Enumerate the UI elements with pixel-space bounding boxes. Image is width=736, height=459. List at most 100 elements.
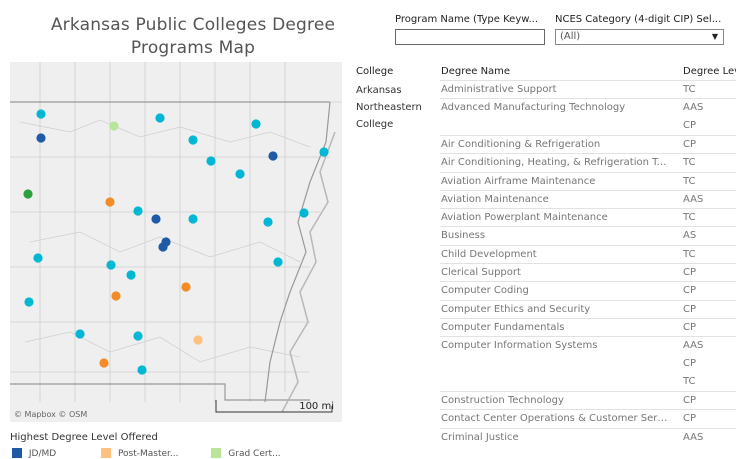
college-point[interactable] xyxy=(268,151,278,161)
degree-level-cell: TC xyxy=(683,157,696,169)
table-row[interactable]: Advanced Manufacturing Technology AAS xyxy=(440,98,736,117)
column-header-college[interactable]: College xyxy=(356,66,394,77)
degree-level-cell: CP xyxy=(683,395,697,407)
scale-bar xyxy=(215,400,333,413)
college-point[interactable] xyxy=(161,237,171,247)
degree-name-cell: Criminal Justice xyxy=(441,431,519,443)
college-point[interactable] xyxy=(155,113,165,123)
legend-title: Highest Degree Level Offered xyxy=(10,432,158,443)
table-row[interactable]: Aviation Powerplant Maintenance TC xyxy=(440,208,736,227)
legend[interactable]: JD/MD Post-Master... Grad Cert... xyxy=(12,448,281,459)
college-point[interactable] xyxy=(106,260,116,270)
college-point[interactable] xyxy=(235,169,245,179)
college-point[interactable] xyxy=(24,297,34,307)
arkansas-map[interactable]: © Mapbox © OSM 100 mi xyxy=(10,62,342,422)
college-point[interactable] xyxy=(133,206,143,216)
college-point[interactable] xyxy=(151,214,161,224)
table-row[interactable]: TC xyxy=(440,373,736,391)
table-row[interactable]: Computer Ethics and Security CP xyxy=(440,299,736,319)
program-name-input[interactable] xyxy=(395,29,545,45)
degree-name-cell: Air Conditioning, Heating, & Refrigerati… xyxy=(441,157,669,169)
nces-category-filter-label: NCES Category (4-digit CIP) Sel... xyxy=(555,14,722,25)
chevron-down-icon: ▼ xyxy=(711,32,718,41)
dashboard-title: Arkansas Public Colleges Degree Programs… xyxy=(50,15,336,58)
college-point[interactable] xyxy=(105,197,115,207)
scale-label: 100 mi xyxy=(299,401,334,412)
degree-name-cell: Aviation Maintenance xyxy=(441,193,549,205)
table-row[interactable]: Clerical Support CP xyxy=(440,263,736,282)
college-point[interactable] xyxy=(99,358,109,368)
college-point[interactable] xyxy=(126,270,136,280)
map-canvas xyxy=(10,62,342,413)
column-header-degree-name[interactable]: Degree Name xyxy=(441,66,511,77)
college-point[interactable] xyxy=(251,119,261,129)
table-row[interactable]: Computer Coding CP xyxy=(440,281,736,300)
college-point[interactable] xyxy=(133,331,143,341)
degree-name-cell: Air Conditioning & Refrigeration xyxy=(441,138,601,150)
college-point[interactable] xyxy=(181,282,191,292)
nces-category-selected-value: (All) xyxy=(560,31,581,42)
college-point[interactable] xyxy=(206,156,216,166)
county-lines xyxy=(10,62,342,402)
degree-level-cell: CP xyxy=(683,138,697,150)
state-borders xyxy=(10,101,331,403)
degree-level-cell: CP xyxy=(683,413,697,425)
degree-name-cell: Aviation Powerplant Maintenance xyxy=(441,212,608,224)
college-point[interactable] xyxy=(319,147,329,157)
column-header-degree-level[interactable]: Degree Level xyxy=(683,66,736,77)
table-row[interactable]: Business AS xyxy=(440,226,736,245)
degree-name-cell: Administrative Support xyxy=(441,84,557,95)
degree-name-cell: Computer Ethics and Security xyxy=(441,303,591,315)
table-row[interactable]: Computer Information Systems AAS xyxy=(440,336,736,355)
college-point[interactable] xyxy=(75,329,85,339)
degree-table[interactable]: College Degree Name Degree Level Arkansa… xyxy=(352,62,736,454)
college-point[interactable] xyxy=(137,365,147,375)
table-row[interactable]: Air Conditioning, Heating, & Refrigerati… xyxy=(440,153,736,172)
degree-level-cell: TC xyxy=(683,212,696,224)
degree-level-cell: AAS xyxy=(683,102,704,114)
table-row[interactable]: Criminal Justice AAS xyxy=(440,427,736,447)
degree-level-cell: AAS xyxy=(683,431,704,443)
degree-name-cell: Clerical Support xyxy=(441,267,521,278)
college-point[interactable] xyxy=(33,253,43,263)
degree-name-cell: Contact Center Operations & Customer Ser… xyxy=(441,413,669,425)
mississippi-river xyxy=(281,131,336,413)
table-row[interactable]: Child Development TC xyxy=(440,244,736,264)
college-point[interactable] xyxy=(36,133,46,143)
map-attribution[interactable]: © Mapbox © OSM xyxy=(14,410,88,419)
degree-level-cell: AS xyxy=(683,230,697,242)
table-row[interactable]: Administrative Support TC xyxy=(440,80,736,99)
table-row[interactable]: CP xyxy=(440,117,736,135)
college-point[interactable] xyxy=(263,217,273,227)
table-row[interactable]: Air Conditioning & Refrigeration CP xyxy=(440,134,736,154)
college-point[interactable] xyxy=(299,208,309,218)
college-point[interactable] xyxy=(273,257,283,267)
college-point[interactable] xyxy=(188,135,198,145)
nces-category-select[interactable]: (All) ▼ xyxy=(555,29,724,45)
degree-level-cell: TC xyxy=(683,248,696,260)
table-row[interactable]: Construction Technology CP xyxy=(440,391,736,410)
degree-name-cell: Business xyxy=(441,230,486,242)
college-point[interactable] xyxy=(23,189,33,199)
legend-swatch-grad-cert xyxy=(211,448,222,458)
table-row[interactable]: Contact Center Operations & Customer Ser… xyxy=(440,409,736,428)
table-row[interactable]: CP xyxy=(440,355,736,373)
degree-level-cell: CP xyxy=(683,267,697,278)
degree-name-cell: Construction Technology xyxy=(441,395,564,407)
legend-swatch-post-masters xyxy=(101,448,112,458)
college-points xyxy=(23,109,329,375)
degree-name-cell: Computer Fundamentals xyxy=(441,321,565,333)
table-row[interactable]: Computer Fundamentals CP xyxy=(440,317,736,337)
table-row[interactable]: Aviation Airframe Maintenance TC xyxy=(440,171,736,191)
college-point[interactable] xyxy=(188,214,198,224)
degree-level-cell: TC xyxy=(683,84,696,95)
college-point[interactable] xyxy=(111,291,121,301)
program-name-filter-label: Program Name (Type Keyw... xyxy=(395,14,539,25)
degree-level-cell: AAS xyxy=(683,340,704,352)
college-point[interactable] xyxy=(36,109,46,119)
college-point[interactable] xyxy=(109,121,119,131)
degree-level-cell: CP xyxy=(683,303,697,315)
table-row[interactable]: Aviation Maintenance AAS xyxy=(440,189,736,209)
college-point[interactable] xyxy=(193,335,203,345)
degree-level-cell: AAS xyxy=(683,193,704,205)
